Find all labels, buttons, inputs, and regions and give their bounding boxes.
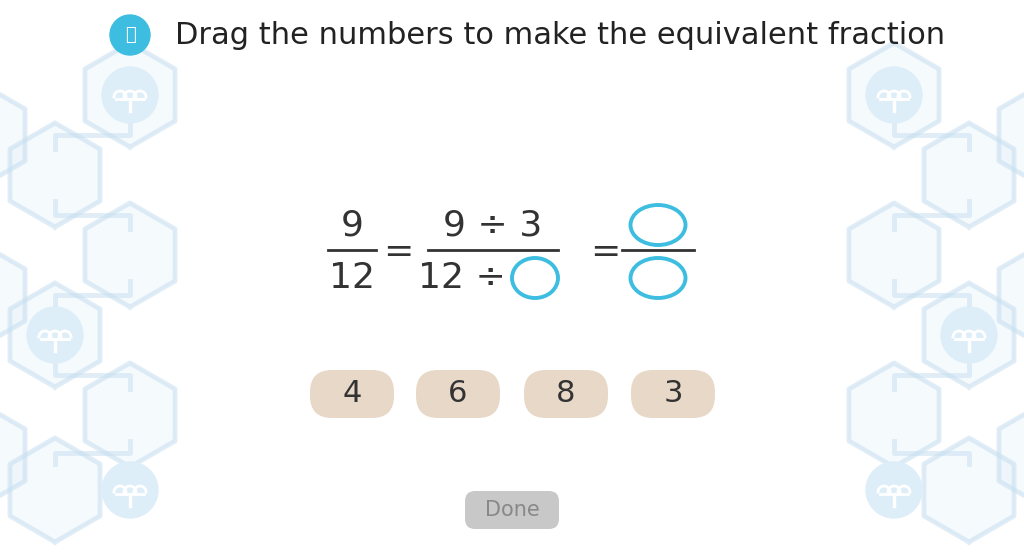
Text: 8: 8 xyxy=(556,380,575,408)
Text: 🌿: 🌿 xyxy=(964,325,975,344)
Polygon shape xyxy=(924,438,1014,542)
Polygon shape xyxy=(924,123,1014,227)
Circle shape xyxy=(866,462,922,518)
Circle shape xyxy=(110,15,150,55)
Text: 9 ÷ 3: 9 ÷ 3 xyxy=(443,208,543,242)
Text: 6: 6 xyxy=(449,380,468,408)
Text: 🌿: 🌿 xyxy=(49,325,60,344)
Text: Drag the numbers to make the equivalent fraction: Drag the numbers to make the equivalent … xyxy=(175,21,945,49)
Circle shape xyxy=(941,307,997,363)
Polygon shape xyxy=(999,403,1024,507)
Polygon shape xyxy=(0,403,25,507)
Polygon shape xyxy=(0,83,25,187)
Circle shape xyxy=(102,67,158,123)
Circle shape xyxy=(102,462,158,518)
Text: 9: 9 xyxy=(341,208,364,242)
FancyBboxPatch shape xyxy=(631,370,715,418)
Text: 🌿: 🌿 xyxy=(888,86,900,105)
Ellipse shape xyxy=(631,205,685,245)
Polygon shape xyxy=(85,363,175,467)
Text: Done: Done xyxy=(484,500,540,520)
Ellipse shape xyxy=(631,258,685,298)
Text: 12: 12 xyxy=(329,261,375,295)
FancyBboxPatch shape xyxy=(524,370,608,418)
Polygon shape xyxy=(999,83,1024,187)
Text: =: = xyxy=(383,235,414,269)
Polygon shape xyxy=(849,363,939,467)
FancyBboxPatch shape xyxy=(416,370,500,418)
Text: 🔊: 🔊 xyxy=(125,26,135,44)
Polygon shape xyxy=(849,43,939,147)
Polygon shape xyxy=(10,438,100,542)
Text: 4: 4 xyxy=(342,380,361,408)
Polygon shape xyxy=(0,243,25,347)
Polygon shape xyxy=(10,283,100,387)
Polygon shape xyxy=(85,43,175,147)
Circle shape xyxy=(27,307,83,363)
FancyBboxPatch shape xyxy=(465,491,559,529)
Text: 🌿: 🌿 xyxy=(124,86,136,105)
Ellipse shape xyxy=(512,258,558,298)
Polygon shape xyxy=(924,283,1014,387)
Polygon shape xyxy=(85,203,175,307)
Text: 🌿: 🌿 xyxy=(124,480,136,500)
Text: =: = xyxy=(590,235,621,269)
FancyBboxPatch shape xyxy=(310,370,394,418)
Polygon shape xyxy=(849,203,939,307)
Polygon shape xyxy=(10,123,100,227)
Circle shape xyxy=(866,67,922,123)
Polygon shape xyxy=(999,243,1024,347)
Text: 🌿: 🌿 xyxy=(888,480,900,500)
Text: 12 ÷: 12 ÷ xyxy=(418,261,506,295)
Text: 3: 3 xyxy=(664,380,683,408)
